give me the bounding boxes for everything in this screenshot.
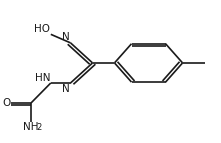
Text: NH: NH: [23, 122, 39, 132]
Text: N: N: [62, 32, 69, 42]
Text: 2: 2: [36, 123, 42, 132]
Text: N: N: [62, 84, 70, 94]
Text: HO: HO: [34, 24, 50, 34]
Text: O: O: [2, 98, 10, 108]
Text: HN: HN: [35, 73, 50, 83]
